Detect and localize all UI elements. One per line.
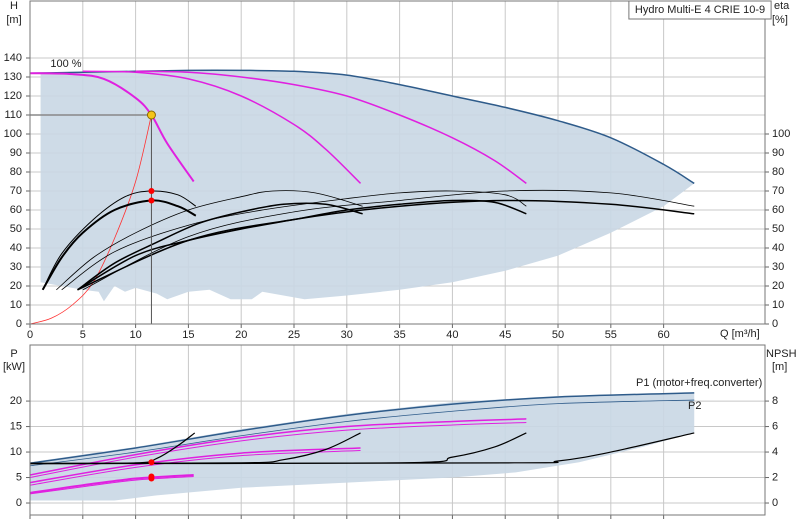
curve bbox=[30, 447, 361, 484]
x-tick-label: 35 bbox=[393, 329, 405, 341]
y-tick-label: 20 bbox=[10, 280, 22, 292]
point bbox=[146, 110, 156, 120]
x-tick-label: 60 bbox=[657, 329, 669, 341]
y-tick-label: 80 bbox=[10, 166, 22, 178]
y-axis-unit: [kW] bbox=[3, 361, 25, 373]
y2-tick-label: 30 bbox=[772, 261, 784, 273]
y-tick-label: 10 bbox=[10, 446, 22, 458]
curve bbox=[30, 399, 695, 467]
y-tick-label: 50 bbox=[10, 223, 22, 235]
x-tick-label: 5 bbox=[80, 329, 86, 341]
annotation: 100 % bbox=[50, 58, 81, 70]
y-tick-label: 90 bbox=[10, 147, 22, 159]
plot-frame bbox=[29, 344, 766, 516]
chart-title: Hydro Multi-E 4 CRIE 10-9 bbox=[635, 4, 765, 16]
x-tick-label: 55 bbox=[605, 329, 617, 341]
curve bbox=[30, 72, 195, 183]
y2-axis-unit: [%] bbox=[772, 14, 788, 26]
x-tick-label: 50 bbox=[552, 329, 564, 341]
y-tick-label: 100 bbox=[4, 128, 22, 140]
plot bbox=[30, 1, 765, 324]
curve bbox=[56, 190, 363, 291]
curve bbox=[135, 70, 527, 185]
curve bbox=[77, 199, 695, 291]
y2-axis-label: eta bbox=[774, 0, 790, 12]
curve bbox=[30, 392, 695, 465]
y-tick-label: 10 bbox=[10, 299, 22, 311]
region bbox=[30, 393, 695, 501]
plot-frame bbox=[29, 0, 766, 325]
y2-tick-label: 70 bbox=[772, 185, 784, 197]
y2-tick-label: 100 bbox=[772, 128, 790, 140]
x-axis-label: Q [m³/h] bbox=[720, 328, 760, 340]
y-tick-label: 110 bbox=[4, 109, 22, 121]
curve bbox=[30, 473, 194, 494]
x-tick-label: 40 bbox=[446, 329, 458, 341]
y-axis-unit: [m] bbox=[6, 14, 21, 26]
curve bbox=[30, 476, 194, 495]
y-tick-label: 120 bbox=[4, 90, 22, 102]
y-tick-label: 20 bbox=[10, 395, 22, 407]
curve bbox=[30, 450, 361, 486]
y-axis-label: P bbox=[10, 348, 17, 360]
x-tick-label: 25 bbox=[288, 329, 300, 341]
x-tick-label: 15 bbox=[182, 329, 194, 341]
y2-axis-unit: [m] bbox=[772, 361, 787, 373]
curve bbox=[41, 199, 197, 291]
y-axis-label: H bbox=[10, 0, 18, 12]
y-tick-label: 130 bbox=[4, 71, 22, 83]
x-tick-label: 45 bbox=[499, 329, 511, 341]
point bbox=[148, 188, 155, 194]
y2-tick-label: 2 bbox=[772, 471, 778, 483]
x-tick-label: 20 bbox=[235, 329, 247, 341]
curve bbox=[61, 190, 527, 291]
y-tick-label: 0 bbox=[16, 497, 22, 509]
curve bbox=[82, 189, 695, 291]
y2-axis-label: NPSH bbox=[766, 348, 797, 360]
plot bbox=[30, 345, 765, 515]
y2-tick-label: 0 bbox=[772, 318, 778, 330]
y2-tick-label: 0 bbox=[772, 497, 778, 509]
y2-tick-label: 60 bbox=[772, 204, 784, 216]
point bbox=[148, 475, 155, 482]
curve bbox=[30, 418, 527, 476]
curve bbox=[77, 202, 363, 291]
y2-tick-label: 40 bbox=[772, 242, 784, 254]
region bbox=[40, 70, 695, 302]
curve bbox=[30, 432, 695, 465]
y2-tick-label: 90 bbox=[772, 147, 784, 159]
y-tick-label: 5 bbox=[16, 471, 22, 483]
y-tick-label: 140 bbox=[4, 52, 22, 64]
y-tick-label: 0 bbox=[16, 318, 22, 330]
y2-tick-label: 6 bbox=[772, 420, 778, 432]
curve bbox=[82, 70, 362, 184]
series-label: P2 bbox=[688, 400, 701, 412]
y2-tick-label: 4 bbox=[772, 446, 778, 458]
y2-tick-label: 8 bbox=[772, 395, 778, 407]
y2-tick-label: 50 bbox=[772, 223, 784, 235]
curve bbox=[42, 190, 197, 291]
y-tick-label: 40 bbox=[10, 242, 22, 254]
x-tick-label: 10 bbox=[129, 329, 141, 341]
title-box bbox=[628, 0, 772, 20]
y2-tick-label: 20 bbox=[772, 280, 784, 292]
point bbox=[148, 459, 155, 466]
curve bbox=[30, 421, 527, 479]
y-tick-label: 60 bbox=[10, 204, 22, 216]
y-tick-label: 15 bbox=[10, 420, 22, 432]
series-label: P1 (motor+freq.converter) bbox=[636, 377, 762, 389]
point bbox=[148, 197, 155, 204]
curve bbox=[77, 199, 527, 291]
x-tick-label: 30 bbox=[341, 329, 353, 341]
y-tick-label: 70 bbox=[10, 185, 22, 197]
y2-tick-label: 10 bbox=[772, 299, 784, 311]
y-tick-label: 30 bbox=[10, 261, 22, 273]
y2-tick-label: 80 bbox=[772, 166, 784, 178]
x-tick-label: 0 bbox=[27, 329, 33, 341]
